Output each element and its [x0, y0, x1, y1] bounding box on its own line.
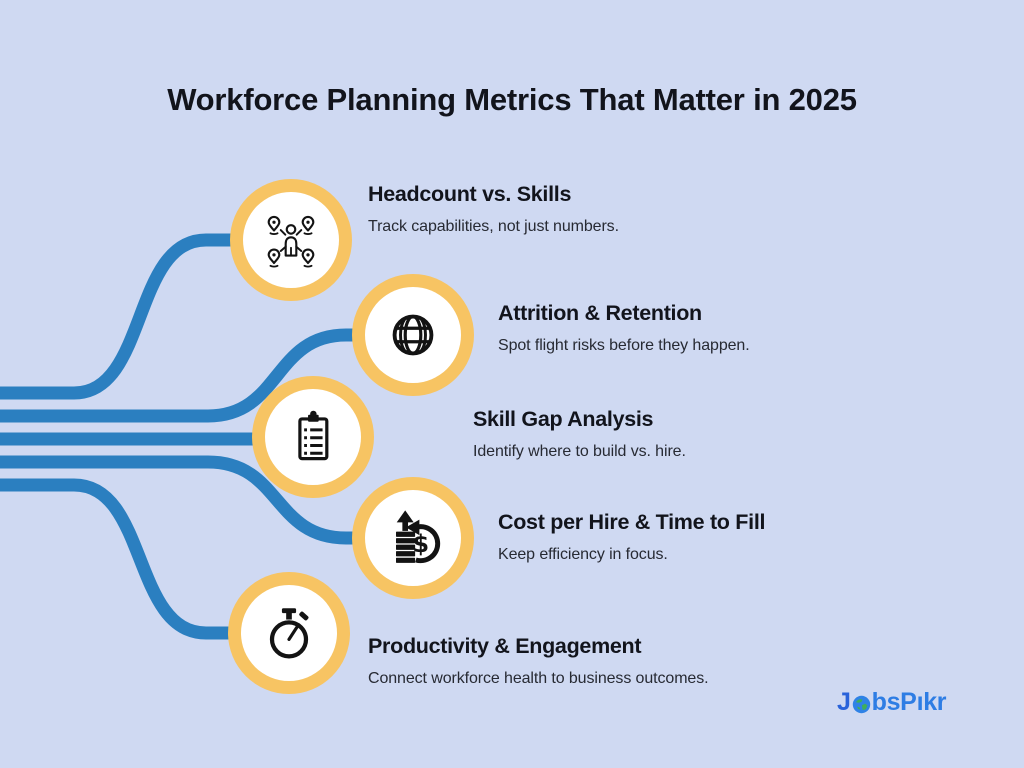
logo-text-mid: bsP [871, 688, 917, 716]
connector-line-4 [0, 455, 362, 545]
metric-heading: Productivity & Engagement [368, 634, 642, 658]
metric-badge-2 [352, 274, 474, 396]
metric-description: Keep efficiency in focus. [498, 546, 668, 563]
cost-cycle-bars-icon: $ [396, 510, 441, 564]
logo-text-end: ıkr [916, 688, 947, 716]
metric-item-3: Skill Gap Analysis Identify where to bui… [473, 407, 686, 461]
metric-heading: Skill Gap Analysis [473, 407, 654, 431]
metric-badge-3 [252, 376, 374, 498]
metric-item-4: Cost per Hire & Time to Fill Keep effici… [498, 510, 765, 564]
metric-item-5: Productivity & Engagement Connect workfo… [368, 634, 709, 688]
metric-description: Identify where to build vs. hire. [473, 443, 686, 460]
metric-item-2: Attrition & Retention Spot flight risks … [498, 301, 750, 355]
connector-line-2 [0, 328, 362, 423]
metric-badge-4: $ [352, 477, 474, 599]
metric-description: Connect workforce health to business out… [368, 670, 709, 687]
people-location-network-icon [267, 215, 315, 268]
metric-heading: Headcount vs. Skills [368, 182, 572, 206]
metric-description: Track capabilities, not just numbers. [368, 218, 619, 235]
metric-badge-1 [230, 179, 352, 301]
metric-heading: Cost per Hire & Time to Fill [498, 510, 766, 534]
svg-text:$: $ [412, 530, 429, 558]
connector-line-5 [0, 478, 238, 640]
logo-text-j: J [837, 688, 851, 716]
logo-globe-o-icon [852, 695, 870, 714]
metric-heading: Attrition & Retention [498, 301, 702, 325]
globe-icon [392, 314, 434, 356]
page-title: Workforce Planning Metrics That Matter i… [167, 82, 857, 117]
brand-logo: J bsP ıkr [837, 688, 947, 717]
connector-line-1 [0, 233, 240, 400]
metric-description: Spot flight risks before they happen. [498, 337, 750, 354]
clipboard-checklist-icon [298, 410, 329, 461]
stopwatch-icon [269, 608, 309, 659]
metric-badge-5 [228, 572, 350, 694]
metric-item-1: Headcount vs. Skills Track capabilities,… [368, 182, 619, 236]
